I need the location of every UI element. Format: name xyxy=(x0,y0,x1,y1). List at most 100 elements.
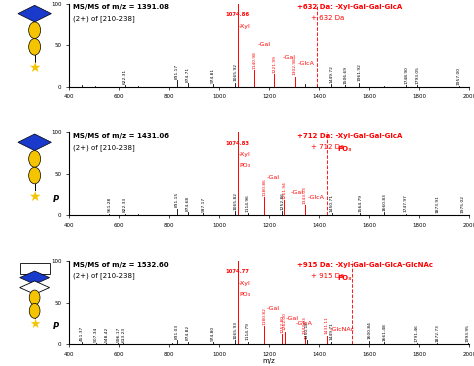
Text: (2+) of [210-238]: (2+) of [210-238] xyxy=(73,15,137,22)
Text: 831.03: 831.03 xyxy=(175,324,179,339)
Text: 1343.03: 1343.03 xyxy=(303,317,307,335)
Text: 1180.82: 1180.82 xyxy=(262,307,266,325)
Text: 1252.80: 1252.80 xyxy=(280,315,284,333)
Text: 1114.96: 1114.96 xyxy=(246,194,250,212)
Text: PO₃: PO₃ xyxy=(239,292,250,297)
Text: + 712 Da: + 712 Da xyxy=(311,144,344,150)
Text: 831.17: 831.17 xyxy=(175,64,179,79)
Text: + 915 Da: + 915 Da xyxy=(311,273,344,279)
Text: 822.33: 822.33 xyxy=(123,197,127,212)
Text: 1961.92: 1961.92 xyxy=(357,63,362,81)
Text: ★: ★ xyxy=(28,61,41,75)
Text: 1252.86: 1252.86 xyxy=(280,192,284,210)
Polygon shape xyxy=(20,281,50,294)
Text: -Gal: -Gal xyxy=(283,55,295,60)
Text: 561.28: 561.28 xyxy=(108,197,111,212)
Text: PO₃: PO₃ xyxy=(337,146,351,153)
Text: 1957.00: 1957.00 xyxy=(456,67,461,85)
Text: 1600.84: 1600.84 xyxy=(367,322,371,340)
Text: 974.80: 974.80 xyxy=(210,326,215,341)
Circle shape xyxy=(28,150,41,167)
Text: 937.17: 937.17 xyxy=(201,197,205,212)
Circle shape xyxy=(29,290,40,305)
Text: 1262.00: 1262.00 xyxy=(283,313,287,330)
Text: 596.17: 596.17 xyxy=(116,327,120,342)
Text: P: P xyxy=(53,195,59,204)
Text: 1450.71: 1450.71 xyxy=(330,194,334,212)
Text: MS/MS of m/z = 1532.60: MS/MS of m/z = 1532.60 xyxy=(73,262,169,268)
Text: PO₃: PO₃ xyxy=(239,163,250,168)
Text: 1748.90: 1748.90 xyxy=(404,66,408,84)
Text: (2+) of [210-238]: (2+) of [210-238] xyxy=(73,273,137,279)
Text: +712 Da: -Xyl-Gal-Gal-GlcA: +712 Da: -Xyl-Gal-Gal-GlcA xyxy=(297,133,402,139)
Text: 1350.18: 1350.18 xyxy=(305,321,309,339)
X-axis label: m/z: m/z xyxy=(263,358,275,364)
Text: -Xyl: -Xyl xyxy=(239,281,251,286)
Text: 1065.82: 1065.82 xyxy=(233,192,237,210)
Text: +915 Da: -Xyl-Gal-Gal-GlcA-GlcNAc: +915 Da: -Xyl-Gal-Gal-GlcA-GlcNAc xyxy=(297,262,433,268)
Circle shape xyxy=(29,303,40,318)
Text: 1975.02: 1975.02 xyxy=(461,195,465,213)
Polygon shape xyxy=(18,5,51,22)
Text: 1074.86: 1074.86 xyxy=(226,12,250,17)
Bar xyxy=(20,263,50,274)
Text: 1661.48: 1661.48 xyxy=(383,323,386,341)
Text: P: P xyxy=(53,322,59,331)
Text: 1065.93: 1065.93 xyxy=(233,321,237,339)
Text: + 632 Da: + 632 Da xyxy=(311,15,344,21)
Text: (2+) of [210-238]: (2+) of [210-238] xyxy=(73,144,137,151)
Text: +632 Da: -Xyl-Gal-Gal-GlcA: +632 Da: -Xyl-Gal-Gal-GlcA xyxy=(297,4,402,11)
Circle shape xyxy=(28,22,41,38)
Text: 974.81: 974.81 xyxy=(210,68,215,83)
Polygon shape xyxy=(20,271,50,284)
Text: MS/MS of m/z = 1431.06: MS/MS of m/z = 1431.06 xyxy=(73,133,169,139)
Text: 451.37: 451.37 xyxy=(80,326,84,341)
Text: 1793.05: 1793.05 xyxy=(416,66,419,84)
Text: PO₃: PO₃ xyxy=(337,275,351,281)
Circle shape xyxy=(28,38,41,55)
Text: 1074.83: 1074.83 xyxy=(226,141,250,146)
Text: 874.68: 874.68 xyxy=(186,196,190,211)
Text: 874.82: 874.82 xyxy=(186,325,190,340)
Text: 874.71: 874.71 xyxy=(186,67,190,82)
Text: 1261.94: 1261.94 xyxy=(283,181,286,199)
Text: 1221.99: 1221.99 xyxy=(273,55,276,73)
Text: -Gal: -Gal xyxy=(267,175,280,180)
Text: -GlcNAc: -GlcNAc xyxy=(329,326,354,332)
Text: 1791.46: 1791.46 xyxy=(415,324,419,342)
Text: 1506.69: 1506.69 xyxy=(344,66,347,84)
Text: 1074.77: 1074.77 xyxy=(226,269,250,274)
Text: 1140.98: 1140.98 xyxy=(252,51,256,69)
Text: 1449.71: 1449.71 xyxy=(329,322,334,340)
Text: -GlcA: -GlcA xyxy=(298,61,315,66)
Text: ★: ★ xyxy=(29,318,40,330)
Text: -GlcA: -GlcA xyxy=(295,321,312,326)
Text: 1449.72: 1449.72 xyxy=(329,65,334,83)
Text: -Gal: -Gal xyxy=(258,42,271,47)
Text: 1065.92: 1065.92 xyxy=(233,63,237,81)
Text: 1564.79: 1564.79 xyxy=(358,194,362,212)
Text: 1180.86: 1180.86 xyxy=(262,178,266,196)
Text: ★: ★ xyxy=(28,190,41,204)
Text: 613.23: 613.23 xyxy=(121,327,126,342)
Text: 1872.73: 1872.73 xyxy=(435,324,439,342)
Text: 548.42: 548.42 xyxy=(104,327,108,342)
Text: MS/MS of m/z = 1391.08: MS/MS of m/z = 1391.08 xyxy=(73,4,169,11)
Text: 1873.91: 1873.91 xyxy=(436,195,439,213)
Text: -Gal: -Gal xyxy=(291,190,303,195)
Text: 1660.83: 1660.83 xyxy=(382,193,386,211)
Text: 1114.79: 1114.79 xyxy=(246,322,250,340)
Text: 1343.03: 1343.03 xyxy=(303,186,307,204)
Text: 1302.98: 1302.98 xyxy=(293,57,297,75)
Text: 831.15: 831.15 xyxy=(175,192,179,208)
Circle shape xyxy=(28,167,41,184)
Text: 1993.95: 1993.95 xyxy=(465,324,470,342)
Text: 622.31: 622.31 xyxy=(123,69,127,84)
Text: -Xyl: -Xyl xyxy=(239,23,251,29)
Text: 1431.11: 1431.11 xyxy=(325,317,329,335)
Text: 507.34: 507.34 xyxy=(94,327,98,342)
Text: -Gal: -Gal xyxy=(286,316,299,321)
Text: -Xyl: -Xyl xyxy=(239,152,251,157)
Polygon shape xyxy=(18,134,51,150)
Text: 1747.97: 1747.97 xyxy=(404,195,408,212)
